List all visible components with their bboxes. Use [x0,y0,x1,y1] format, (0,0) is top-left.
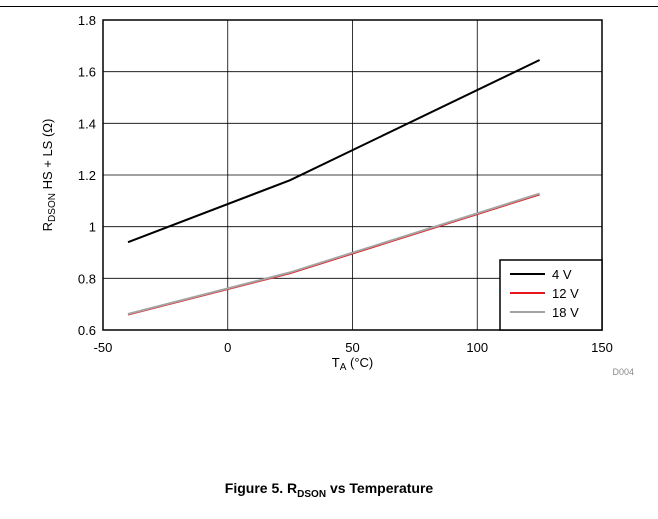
x-tick-label: -50 [94,340,113,355]
y-tick-label: 1 [89,220,96,235]
y-tick-label: 1.6 [78,65,96,80]
legend-label: 12 V [552,286,579,301]
header-rule [0,6,658,7]
figure-caption: Figure 5. RDSON vs Temperature [224,480,434,500]
legend-label: 4 V [552,267,572,282]
x-tick-label: 150 [591,340,613,355]
legend-label: 18 V [552,305,579,320]
x-tick-label: 0 [224,340,231,355]
series-line [127,192,540,315]
y-tick-label: 1.2 [78,168,96,183]
figure-id-note: D004 [612,367,634,377]
legend: 4 V 12 V 18 V [499,259,603,331]
x-tick-label: 50 [345,340,359,355]
y-tick-label: 1.4 [78,116,96,131]
series-lines [127,59,541,316]
legend-box [499,259,603,331]
x-axis-label: TA (°C) [332,355,373,373]
tick-labels: -50 0 50 100 150 0.6 0.8 1 1.2 1.4 1.6 1.8 [78,13,613,355]
y-tick-label: 0.6 [78,323,96,338]
series-line [127,59,541,244]
y-tick-label: 1.8 [78,13,96,28]
x-tick-label: 100 [466,340,488,355]
plot-frame [102,19,603,331]
y-axis-label: RDSON HS + LS (Ω) [40,119,58,232]
y-tick-label: 0.8 [78,271,96,286]
